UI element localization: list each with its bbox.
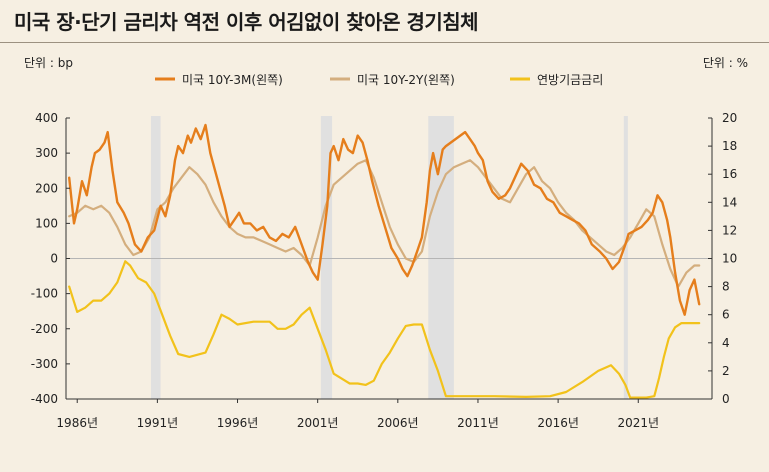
recession-band-0 [150, 116, 161, 399]
legend-label-fed: 연방기금금리 [537, 73, 603, 87]
series-line-fed [68, 260, 701, 399]
x-tick-label: 2016년 [537, 416, 579, 430]
axes: 4003002001000-100-200-300-40020181614121… [31, 111, 738, 430]
recession-band-3 [623, 116, 628, 399]
legend: 미국 10Y-3M(왼쪽) 미국 10Y-2Y(왼쪽) 연방기금금리 [155, 73, 603, 87]
right-unit-label: 단위 : % [703, 56, 748, 70]
left-tick-label: -400 [31, 392, 58, 406]
title-divider [0, 42, 769, 43]
x-tick-label: 1991년 [137, 416, 179, 430]
left-tick-label: -300 [31, 357, 58, 371]
left-tick-label: 300 [35, 146, 58, 160]
x-tick-label: 2021년 [617, 416, 659, 430]
x-tick-label: 2001년 [297, 416, 339, 430]
x-tick-label: 2011년 [457, 416, 499, 430]
x-tick-label: 2006년 [377, 416, 419, 430]
left-unit-label: 단위 : bp [24, 56, 73, 70]
right-tick-label: 16 [722, 167, 737, 181]
left-tick-label: -100 [31, 287, 58, 301]
right-tick-label: 6 [722, 308, 730, 322]
legend-label-10y3m: 미국 10Y-3M(왼쪽) [182, 73, 283, 87]
legend-label-10y2y: 미국 10Y-2Y(왼쪽) [357, 73, 455, 87]
left-tick-label: 200 [35, 181, 58, 195]
series-line-10y3m [67, 123, 701, 316]
x-tick-label: 1996년 [217, 416, 259, 430]
right-tick-label: 10 [722, 252, 737, 266]
right-tick-label: 8 [722, 280, 730, 294]
recession-bands [150, 116, 628, 399]
left-tick-label: 0 [50, 252, 58, 266]
series-line-10y2y [68, 159, 701, 288]
right-tick-label: 18 [722, 139, 737, 153]
right-tick-label: 20 [722, 111, 737, 125]
chart-title: 미국 장·단기 금리차 역전 이후 어김없이 찾아온 경기침체 [14, 10, 479, 34]
recession-band-1 [320, 116, 333, 399]
left-tick-label: -200 [31, 322, 58, 336]
left-tick-label: 100 [35, 216, 58, 230]
right-tick-label: 14 [722, 195, 737, 209]
x-tick-label: 1986년 [56, 416, 98, 430]
right-tick-label: 2 [722, 364, 730, 378]
right-tick-label: 12 [722, 223, 737, 237]
left-tick-label: 400 [35, 111, 58, 125]
right-tick-label: 4 [722, 336, 730, 350]
series-lines [67, 123, 701, 399]
right-tick-label: 0 [722, 392, 730, 406]
